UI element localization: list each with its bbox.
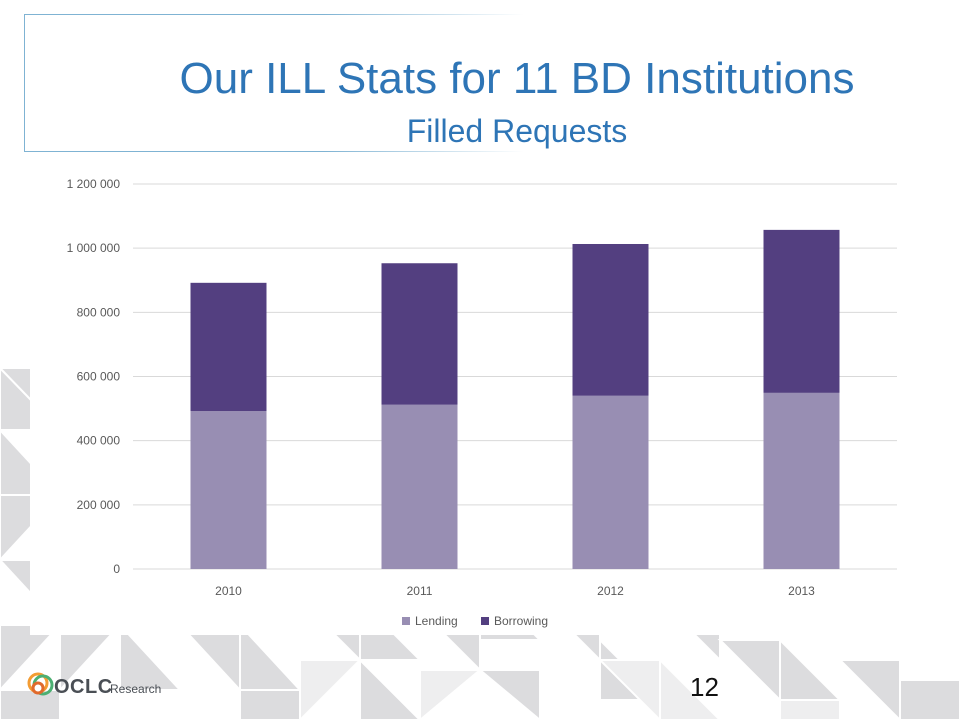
bar-lending-2010 (190, 411, 267, 569)
logo-subtext: Research (110, 682, 162, 696)
x-tick-label: 2010 (215, 584, 242, 598)
oclc-logo-icon (27, 672, 54, 696)
x-tick-label: 2013 (788, 584, 815, 598)
y-tick-label: 1 200 000 (67, 177, 121, 191)
bar-borrowing-2012 (572, 243, 649, 396)
bar-lending-2011 (381, 404, 458, 569)
legend-label-lending: Lending (415, 614, 458, 628)
y-tick-label: 800 000 (77, 305, 121, 319)
y-tick-label: 400 000 (77, 434, 121, 448)
bar-borrowing-2013 (763, 229, 840, 393)
slide-subtitle: Filled Requests (406, 113, 628, 149)
y-tick-label: 1 000 000 (67, 241, 121, 255)
x-tick-label: 2011 (407, 584, 433, 598)
legend-swatch-borrowing (481, 617, 489, 625)
x-tick-label: 2012 (597, 584, 624, 598)
slide-number: 12 (690, 672, 719, 702)
y-tick-label: 200 000 (77, 498, 121, 512)
chart-plot-background (30, 165, 910, 635)
bar-borrowing-2010 (190, 282, 267, 412)
legend-label-borrowing: Borrowing (494, 614, 548, 628)
stacked-bar-chart: 0 200 000 400 000 600 000 800 000 1 000 000 1 … (30, 165, 910, 635)
y-tick-label: 0 (113, 562, 120, 576)
logo-wordmark: OCLC (54, 676, 113, 698)
legend-swatch-lending (402, 617, 410, 625)
bar-lending-2012 (572, 395, 649, 569)
bar-borrowing-2011 (381, 263, 458, 405)
slide-title: Our ILL Stats for 11 BD Institutions (179, 54, 855, 103)
bar-lending-2013 (763, 392, 840, 569)
y-tick-label: 600 000 (77, 370, 121, 384)
